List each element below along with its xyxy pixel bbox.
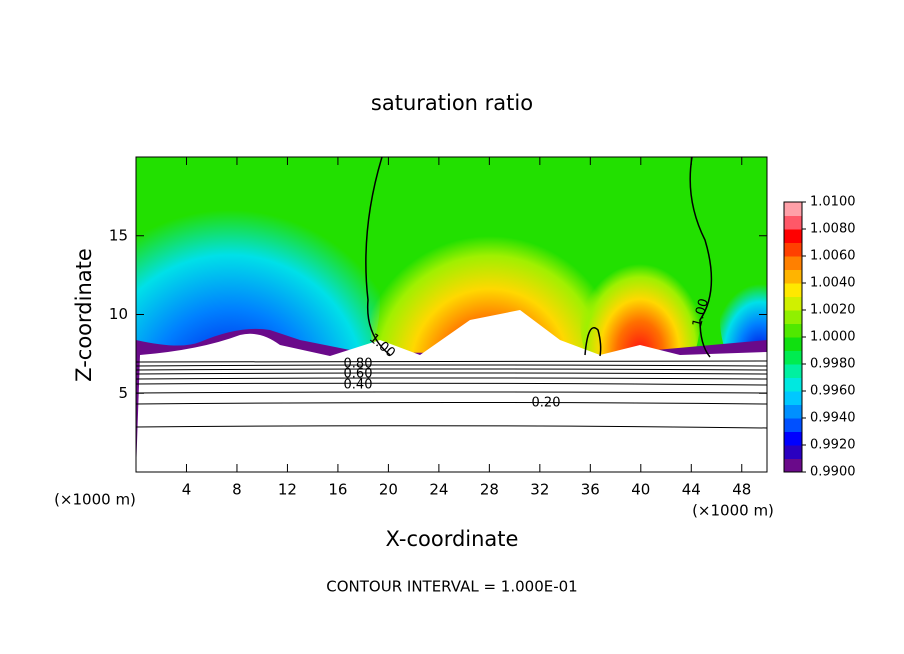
colorbar-band [784, 377, 802, 392]
colorbar-band [784, 269, 802, 284]
annotation: CONTOUR INTERVAL = 1.000E-01 [326, 578, 577, 596]
x-tick-label: 28 [480, 481, 499, 499]
colorbar-band [784, 296, 802, 311]
colorbar-band [784, 404, 802, 419]
colorbar-tick-label: 0.9980 [810, 357, 856, 372]
colorbar-tick-label: 0.9940 [810, 411, 856, 426]
x-tick-label: 20 [379, 481, 398, 499]
colorbar-band [784, 445, 802, 459]
colorbar-band [784, 391, 802, 405]
y-tick-label: 10 [109, 305, 128, 323]
colorbar-band [784, 242, 802, 257]
x-tick-label: 12 [278, 481, 297, 499]
colorbar-band [784, 458, 802, 473]
x-tick-label: 40 [631, 481, 650, 499]
colorbar-band [784, 229, 802, 243]
colorbar-tick-label: 1.0080 [810, 222, 856, 237]
colorbar-tick-label: 1.0060 [810, 249, 856, 264]
colorbar-tick-label: 1.0000 [810, 330, 856, 345]
x-tick-label: 4 [182, 481, 192, 499]
x-axis-label: X-coordinate [386, 527, 519, 551]
x-tick-label: 48 [732, 481, 751, 499]
colorbar-band [784, 323, 802, 338]
colorbar-tick-label: 0.9960 [810, 384, 856, 399]
colorbar-band [784, 337, 802, 351]
colorbar-band [784, 215, 802, 230]
y-axis-label: Z-coordinate [72, 248, 96, 382]
x-tick-label: 36 [581, 481, 600, 499]
contour-label: 0.60 [344, 367, 373, 382]
colorbar-band [784, 350, 802, 365]
x-tick-label: 24 [429, 481, 448, 499]
x-tick-label: 32 [530, 481, 549, 499]
colorbar-band [784, 310, 802, 324]
x-unit: (×1000 m) [692, 502, 774, 520]
chart-title: saturation ratio [371, 91, 533, 115]
contour-label: 0.80 [344, 357, 373, 372]
colorbar-tick-label: 0.9920 [810, 438, 856, 453]
x-tick-label: 16 [328, 481, 347, 499]
x-tick-label: 44 [682, 481, 701, 499]
colorbar-tick-label: 0.9900 [810, 465, 856, 480]
x-tick-label: 8 [232, 481, 242, 499]
y-tick-label: 15 [109, 226, 128, 244]
colorbar-tick-label: 1.0100 [810, 195, 856, 210]
colorbar-tick-label: 1.0040 [810, 276, 856, 291]
colorbar-band [784, 283, 802, 297]
contour-label: 1.00 [690, 297, 712, 329]
colorbar-band [784, 202, 802, 216]
contour-label: 0.40 [344, 378, 373, 393]
colorbar-tick-label: 1.0020 [810, 303, 856, 318]
field [136, 157, 767, 472]
colorbar-band [784, 431, 802, 446]
contour-label: 0.20 [532, 396, 561, 411]
colorbar-band [784, 256, 802, 270]
y-tick-label: 5 [118, 384, 128, 402]
colorbar-band [784, 364, 802, 378]
x-unit: (×1000 m) [54, 491, 136, 509]
colorbar-band [784, 418, 802, 432]
